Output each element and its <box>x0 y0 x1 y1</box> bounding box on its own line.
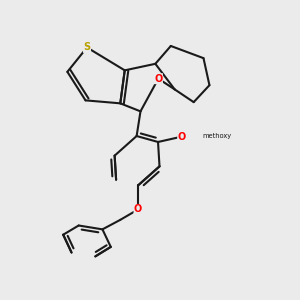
Text: O: O <box>134 204 142 214</box>
Text: O: O <box>154 74 162 84</box>
Text: S: S <box>83 43 91 52</box>
Text: O: O <box>178 132 186 142</box>
Text: methoxy: methoxy <box>202 133 231 139</box>
